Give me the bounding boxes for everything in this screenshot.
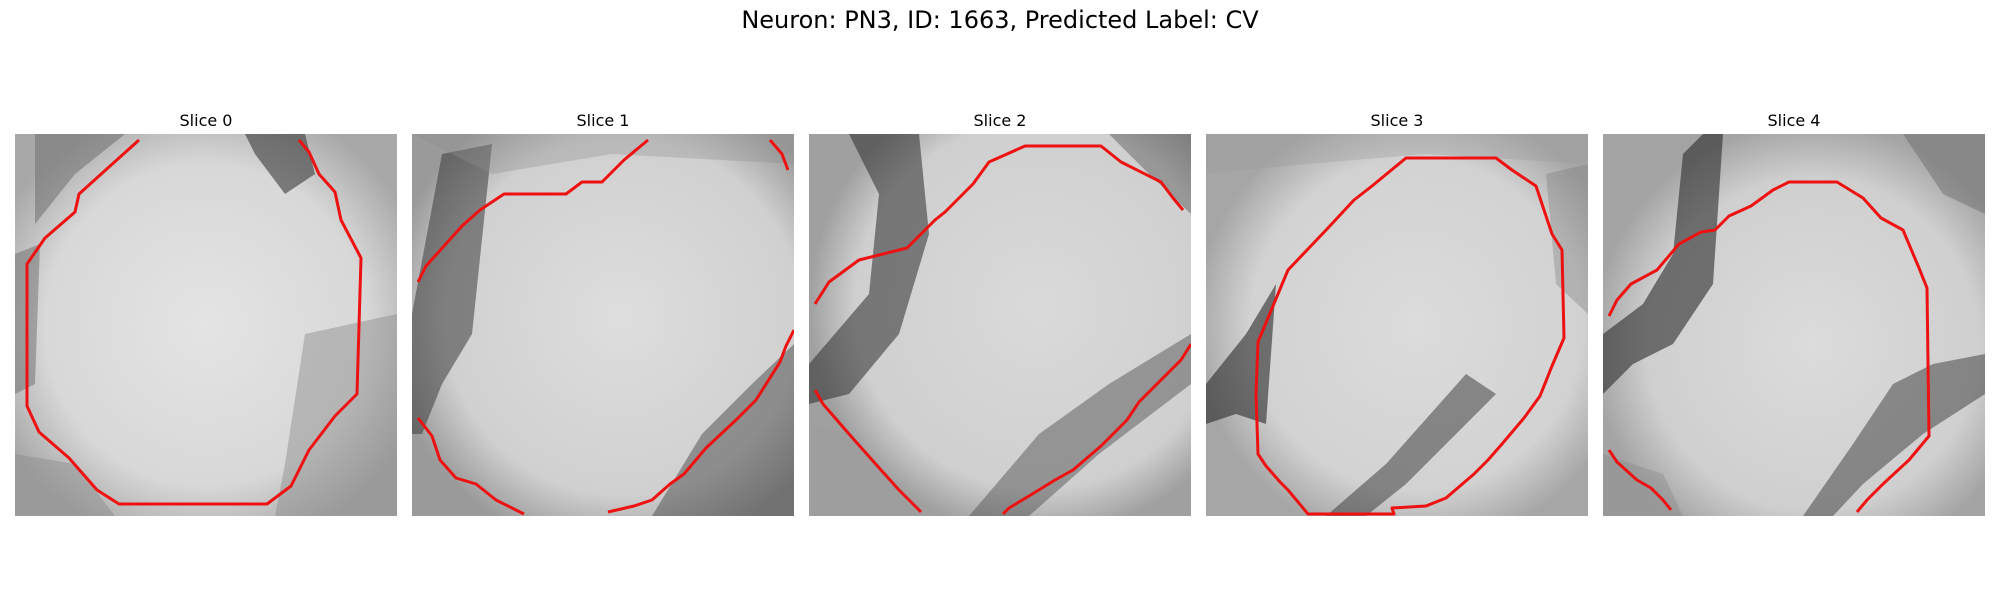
slice-image-3 bbox=[1206, 134, 1588, 516]
slice-panel-4: Slice 4 bbox=[1603, 108, 1985, 516]
slice-image-1 bbox=[412, 134, 794, 516]
contour-line bbox=[768, 139, 790, 171]
contour-line bbox=[813, 144, 1185, 305]
contour-line bbox=[1254, 156, 1566, 516]
contour-line bbox=[416, 138, 649, 283]
contour-line bbox=[813, 389, 923, 514]
slice-panel-1: Slice 1 bbox=[412, 108, 794, 516]
slice-image-0 bbox=[15, 134, 397, 516]
slice-title-3: Slice 3 bbox=[1370, 111, 1424, 130]
figure-title: Neuron: PN3, ID: 1663, Predicted Label: … bbox=[741, 6, 1259, 34]
slice-title-1: Slice 1 bbox=[576, 111, 630, 130]
contour-line bbox=[1607, 180, 1931, 513]
slice-title-0: Slice 0 bbox=[179, 111, 233, 130]
contour-line bbox=[25, 138, 363, 506]
contour-line bbox=[416, 417, 525, 516]
contour-line bbox=[607, 329, 794, 514]
slice-image-4 bbox=[1603, 134, 1985, 516]
slice-title-4: Slice 4 bbox=[1767, 111, 1821, 130]
slice-title-2: Slice 2 bbox=[973, 111, 1027, 130]
slice-panel-2: Slice 2 bbox=[809, 108, 1191, 516]
slice-panel-3: Slice 3 bbox=[1206, 108, 1588, 516]
slice-panel-0: Slice 0 bbox=[15, 108, 397, 516]
contour-line bbox=[1001, 343, 1191, 516]
contour-line bbox=[1607, 449, 1673, 511]
slice-image-2 bbox=[809, 134, 1191, 516]
